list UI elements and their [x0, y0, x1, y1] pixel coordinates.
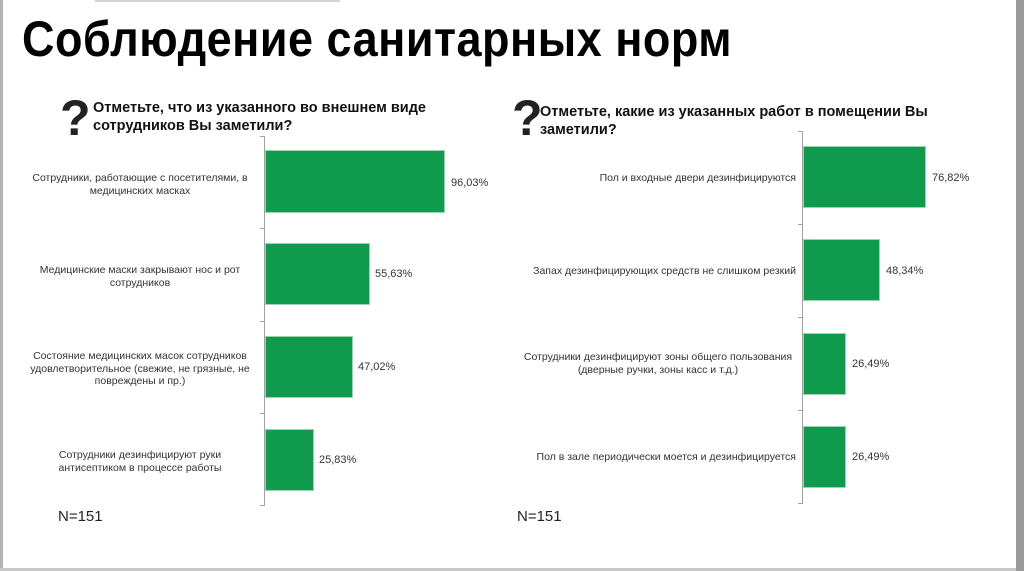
left-sample-size: N=151: [58, 508, 103, 525]
left-bar-value: 47,02%: [358, 361, 396, 373]
right-question: Отметьте, какие из указанных работ в пом…: [540, 103, 960, 139]
right-bar-label: Сотрудники дезинфицируют зоны общего пол…: [520, 351, 796, 376]
left-bar-value: 25,83%: [319, 454, 357, 466]
frame-left-edge: [0, 0, 3, 571]
slide-title: Соблюдение санитарных норм: [22, 10, 733, 68]
right-question-line: Отметьте, какие из указанных работ в пом…: [540, 104, 928, 120]
axis-tick: [798, 410, 802, 411]
frame-top-edge: [95, 0, 340, 2]
question-mark-icon: ?: [512, 90, 543, 146]
label-line: Пол в зале периодически моется и дезинфи…: [536, 451, 796, 463]
left-bar-3: [265, 429, 314, 491]
left-bar-value: 96,03%: [451, 177, 489, 189]
label-line: Состояние медицинских масок сотрудников: [33, 350, 247, 362]
right-bar-value: 26,49%: [852, 451, 890, 463]
right-bar-label: Пол и входные двери дезинфицируются: [520, 172, 796, 185]
right-bar-value: 76,82%: [932, 172, 970, 184]
label-line: сотрудников: [109, 276, 171, 289]
left-bar-1: [265, 243, 370, 305]
left-bar-label: Сотрудники, работающие с посетителями, в…: [20, 172, 260, 197]
left-bar-2: [265, 336, 353, 398]
label-line: повреждены и пр.): [94, 375, 186, 387]
right-bar-3: [803, 426, 846, 488]
right-bar-value: 26,49%: [852, 358, 890, 370]
label-line: Пол и входные двери дезинфицируются: [599, 172, 796, 184]
left-category-axis: [264, 136, 265, 506]
label-line: Запах дезинфицирующих средств не слишком…: [533, 265, 796, 277]
left-bar-label: Состояние медицинских масок сотрудников …: [20, 350, 260, 388]
frame-right-edge: [1016, 0, 1024, 571]
axis-tick: [260, 413, 264, 414]
label-line: удовлетворительное (свежие, не грязные, …: [30, 362, 250, 375]
axis-tick: [798, 503, 802, 504]
left-question-line: сотрудников Вы заметили?: [93, 118, 293, 134]
right-bar-0: [803, 146, 926, 208]
axis-tick: [260, 321, 264, 322]
label-line: Сотрудники дезинфицируют зоны общего пол…: [523, 351, 793, 363]
axis-tick: [260, 505, 264, 506]
right-bar-label: Запах дезинфицирующих средств не слишком…: [520, 265, 796, 278]
axis-tick: [798, 224, 802, 225]
question-mark-icon: ?: [60, 90, 91, 146]
right-bar-label: Пол в зале периодически моется и дезинфи…: [520, 451, 796, 464]
label-line: медицинских масках: [89, 184, 191, 197]
left-bar-0: [265, 150, 445, 213]
label-line: Сотрудники дезинфицируют руки: [58, 449, 222, 461]
axis-tick: [260, 136, 264, 137]
right-sample-size: N=151: [517, 508, 562, 525]
label-line: Медицинские маски закрывают нос и рот: [39, 264, 241, 276]
axis-tick: [260, 228, 264, 229]
label-line: антисептиком в процессе работы: [58, 461, 222, 474]
right-bar-value: 48,34%: [886, 265, 924, 277]
left-bar-label: Медицинские маски закрывают нос и рот со…: [20, 264, 260, 289]
right-bar-1: [803, 239, 880, 301]
right-question-line: заметили?: [540, 122, 617, 138]
left-question-line: Отметьте, что из указанного во внешнем в…: [93, 100, 426, 116]
left-question: Отметьте, что из указанного во внешнем в…: [93, 99, 473, 135]
label-line: Сотрудники, работающие с посетителями, в: [32, 172, 248, 184]
axis-tick: [798, 317, 802, 318]
axis-tick: [798, 131, 802, 132]
right-category-axis: [802, 131, 803, 504]
left-bar-value: 55,63%: [375, 268, 413, 280]
label-line: (дверные ручки, зоны касс и т.д.): [577, 363, 739, 376]
right-bar-2: [803, 333, 846, 395]
frame-bottom-edge: [0, 568, 1016, 571]
left-bar-label: Сотрудники дезинфицируют руки антисептик…: [20, 449, 260, 474]
